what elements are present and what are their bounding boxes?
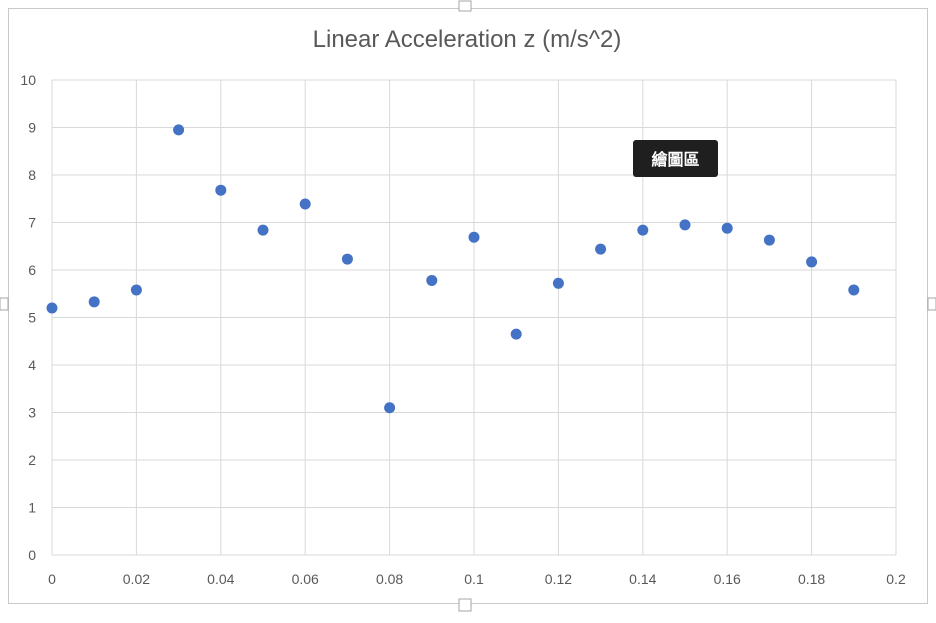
x-tick-label: 0.1	[464, 571, 484, 587]
x-tick-label: 0.04	[207, 571, 234, 587]
chart-frame	[8, 8, 928, 604]
data-point[interactable]	[848, 284, 860, 296]
data-point[interactable]	[215, 184, 227, 196]
x-tick-label: 0.02	[123, 571, 150, 587]
data-point[interactable]	[679, 219, 691, 231]
x-tick-label: 0.08	[376, 571, 403, 587]
resize-handle-bottom[interactable]	[458, 598, 472, 612]
data-point[interactable]	[721, 222, 733, 234]
resize-handle-right[interactable]	[927, 297, 936, 311]
resize-handle-left[interactable]	[0, 297, 9, 311]
data-point[interactable]	[341, 253, 353, 265]
x-tick-label: 0.2	[886, 571, 906, 587]
data-point[interactable]	[637, 224, 649, 236]
x-tick-label: 0.06	[292, 571, 319, 587]
plot-area-tooltip: 繪圖區	[633, 140, 718, 177]
data-point[interactable]	[763, 234, 775, 246]
data-point[interactable]	[806, 256, 818, 268]
data-point[interactable]	[257, 224, 269, 236]
data-point[interactable]	[384, 402, 396, 414]
y-tick-label: 0	[28, 547, 36, 563]
data-point[interactable]	[130, 284, 142, 296]
y-tick-label: 4	[28, 357, 36, 373]
chart-title: Linear Acceleration z (m/s^2)	[313, 26, 622, 53]
tick-label-layer: 0 0.02 0.04 0.06 0.08 0.1 0.12 0.14 0.16 0.18 0.2 0…	[20, 72, 906, 587]
x-tick-label: 0.16	[714, 571, 741, 587]
grid-layer	[51, 79, 897, 556]
y-tick-label: 10	[20, 72, 36, 88]
y-tick-label: 5	[28, 310, 36, 326]
data-point[interactable]	[510, 328, 522, 340]
x-tick-label: 0.14	[629, 571, 656, 587]
x-tick-label: 0.12	[545, 571, 572, 587]
data-point[interactable]	[173, 124, 185, 136]
data-point[interactable]	[595, 243, 607, 255]
y-tick-label: 2	[28, 452, 36, 468]
data-point[interactable]	[299, 198, 311, 210]
data-point[interactable]	[552, 277, 564, 289]
data-point[interactable]	[426, 274, 438, 286]
data-point-layer	[46, 124, 860, 414]
resize-handle-top[interactable]	[458, 0, 472, 12]
data-point[interactable]	[468, 231, 480, 243]
y-tick-label: 6	[28, 262, 36, 278]
y-tick-label: 7	[28, 215, 36, 231]
y-tick-label: 1	[28, 500, 36, 516]
tooltip-text: 繪圖區	[651, 150, 699, 169]
x-tick-label: 0	[48, 571, 56, 587]
y-tick-label: 9	[28, 120, 36, 136]
x-tick-label: 0.18	[798, 571, 825, 587]
data-point[interactable]	[46, 302, 58, 314]
tooltip-box	[633, 140, 718, 177]
data-point[interactable]	[88, 296, 100, 308]
y-tick-label: 8	[28, 167, 36, 183]
y-tick-label: 3	[28, 405, 36, 421]
